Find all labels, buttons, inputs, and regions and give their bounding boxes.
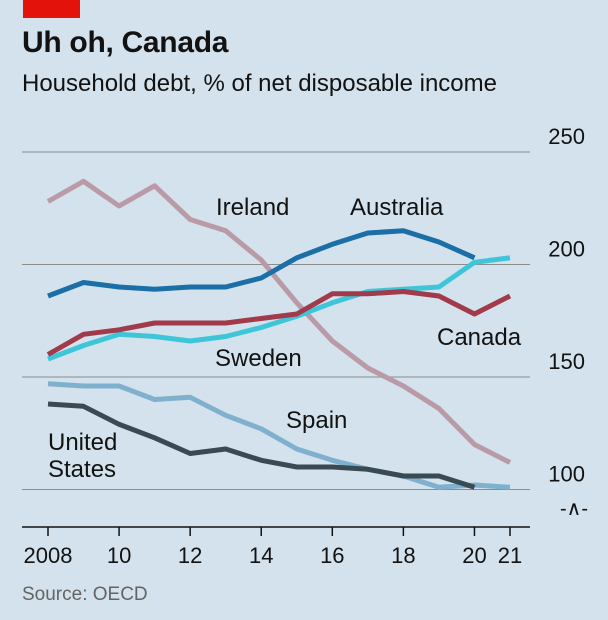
series-line-australia: [47, 228, 476, 299]
axis-break-symbol: -∧-: [560, 498, 588, 520]
chart-title: Uh oh, Canada: [22, 26, 229, 59]
series-label-united-states: United States: [48, 429, 117, 483]
chart-subtitle: Household debt, % of net disposable inco…: [22, 70, 497, 97]
series-label-spain: Spain: [286, 407, 347, 434]
x-tick-label-2012: 12: [178, 543, 202, 568]
series-lines: [46, 178, 512, 490]
gridlines: [22, 151, 530, 490]
x-tick-label-2021: 21: [498, 543, 522, 568]
y-tick-label-100: 100: [548, 462, 585, 487]
y-tick-label-250: 250: [548, 124, 585, 149]
brand-red-tag: [23, 0, 80, 18]
y-tick-label-150: 150: [548, 349, 585, 374]
x-tick-label-2008: 2008: [24, 543, 73, 568]
series-line-spain: [47, 381, 511, 490]
y-axis-labels: 100 150 200 250: [548, 124, 585, 487]
series-label-australia: Australia: [350, 194, 444, 221]
x-tick-label-2010: 10: [107, 543, 131, 568]
x-tick-label-2016: 16: [320, 543, 344, 568]
series-label-canada: Canada: [437, 324, 522, 351]
y-tick-label-200: 200: [548, 237, 585, 262]
x-tick-label-2020: 20: [462, 543, 486, 568]
series-label-sweden: Sweden: [215, 345, 302, 372]
x-axis-labels: 2008 10 12 14 16 18 20 21: [24, 543, 523, 568]
series-labels: Ireland Australia Sweden Canada Spain United S…: [48, 194, 522, 483]
x-axis: -∧-: [22, 498, 588, 536]
x-tick-label-2018: 18: [391, 543, 415, 568]
series-label-ireland: Ireland: [216, 194, 289, 221]
source-note: Source: OECD: [22, 584, 148, 605]
series-line-ireland: [46, 178, 512, 465]
series-line-canada: [46, 289, 512, 357]
series-line-united-states: [47, 401, 476, 490]
series-line-sweden: [47, 255, 511, 362]
x-tick-label-2014: 14: [249, 543, 273, 568]
